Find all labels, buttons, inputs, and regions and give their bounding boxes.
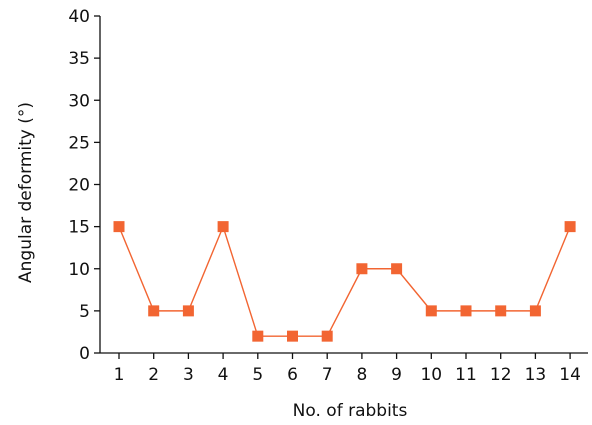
- x-tick-label: 13: [525, 365, 547, 385]
- data-point: [113, 221, 125, 233]
- y-tick-label: 20: [68, 176, 90, 196]
- x-tick-label: 7: [322, 365, 333, 385]
- y-tick-label: 5: [79, 302, 90, 322]
- series-layer: [113, 221, 576, 342]
- data-point: [460, 305, 472, 317]
- y-tick-label: 0: [79, 344, 90, 364]
- data-point: [148, 305, 160, 317]
- data-point: [321, 330, 333, 342]
- data-point: [217, 221, 229, 233]
- data-point: [287, 330, 298, 342]
- x-tick-label: 5: [252, 365, 263, 385]
- data-point: [182, 305, 194, 317]
- y-tick-label: 10: [68, 260, 90, 280]
- y-tick-label: 25: [68, 133, 90, 153]
- data-point: [425, 305, 437, 317]
- x-tick-label: 14: [559, 365, 581, 385]
- y-tick-label: 15: [68, 218, 90, 238]
- data-point: [564, 221, 576, 233]
- y-tick-label: 40: [68, 7, 90, 27]
- data-point: [495, 305, 507, 317]
- y-tick-label: 35: [68, 49, 90, 69]
- x-tick-label: 11: [455, 365, 477, 385]
- y-ticks: 0 5 10 15 20 25 30 35 40: [68, 7, 100, 364]
- series-line: [118, 224, 571, 337]
- x-tick-label: 1: [114, 365, 125, 385]
- x-tick-label: 9: [391, 365, 402, 385]
- x-ticks: 1 2 3 4 5 6 7 8 9 10 11 12 13 14: [114, 353, 581, 385]
- x-axis-title: No. of rabbits: [293, 401, 408, 421]
- y-tick-label: 30: [68, 91, 90, 111]
- x-tick-label: 10: [420, 365, 442, 385]
- y-axis-title: Angular deformity (°): [16, 102, 36, 283]
- y-axis: 0 5 10 15 20 25 30 35 40: [68, 7, 101, 364]
- data-point: [252, 330, 264, 342]
- x-tick-label: 8: [356, 365, 367, 385]
- x-tick-label: 2: [148, 365, 159, 385]
- data-point: [391, 263, 403, 275]
- x-tick-label: 4: [218, 365, 229, 385]
- data-point: [356, 263, 368, 275]
- x-axis: 1 2 3 4 5 6 7 8 9 10 11 12 13 14: [100, 352, 588, 385]
- x-tick-label: 12: [490, 365, 512, 385]
- x-tick-label: 3: [183, 365, 194, 385]
- x-tick-label: 6: [287, 365, 298, 385]
- data-point: [529, 305, 541, 317]
